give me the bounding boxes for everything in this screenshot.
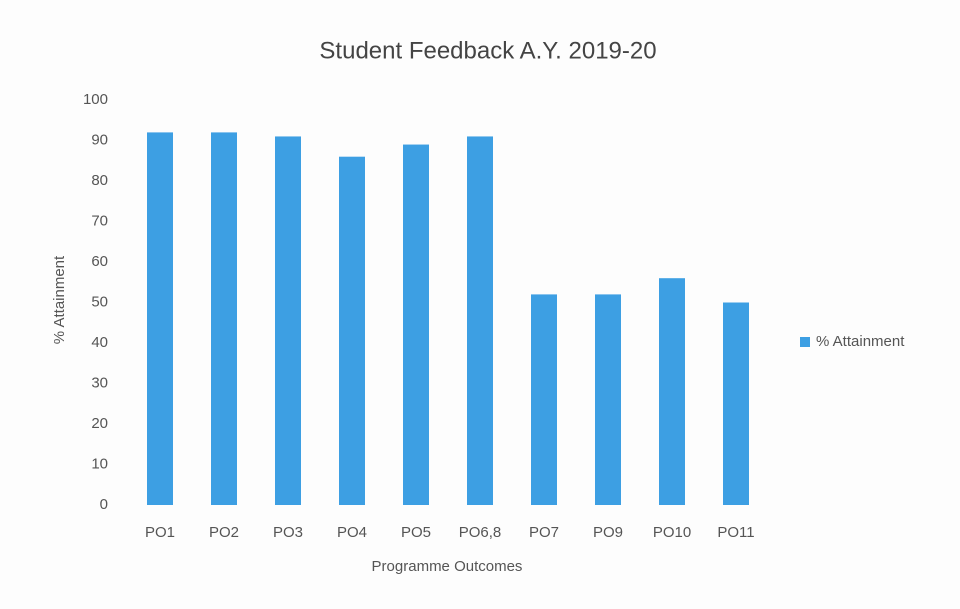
bar [211,132,237,505]
x-tick-label: PO10 [653,524,691,541]
bar [531,294,557,505]
bar [723,302,749,505]
chart-title: Student Feedback A.Y. 2019-20 [319,37,656,64]
bar [659,278,685,505]
x-tick-label: PO5 [401,524,431,541]
y-tick-label: 10 [91,455,108,472]
bar [595,294,621,505]
x-axis-label: Programme Outcomes [372,558,523,575]
bar [467,136,493,505]
bar [275,136,301,505]
bar [147,132,173,505]
y-tick-label: 90 [91,131,108,148]
y-tick-label: 60 [91,253,108,270]
x-tick-label: PO11 [717,524,754,541]
bar [339,156,365,505]
y-tick-label: 40 [91,334,108,351]
y-axis-label: % Attainment [51,255,68,344]
x-tick-label: PO2 [209,524,239,541]
bar [403,144,429,506]
y-tick-label: 30 [91,374,108,391]
x-tick-label: PO7 [529,524,559,541]
y-tick-label: 0 [100,496,108,513]
y-tick-label: 20 [91,415,108,432]
y-tick-label: 80 [91,172,108,189]
y-tick-label: 70 [91,212,108,229]
x-tick-label: PO3 [273,524,303,541]
y-tick-label: 50 [91,293,108,310]
x-tick-label: PO1 [145,524,175,541]
legend-swatch [800,337,810,347]
x-tick-label: PO9 [593,524,623,541]
legend-label: % Attainment [816,333,905,350]
x-tick-label: PO6,8 [459,524,502,541]
y-tick-label: 100 [83,91,108,108]
x-tick-label: PO4 [337,524,367,541]
